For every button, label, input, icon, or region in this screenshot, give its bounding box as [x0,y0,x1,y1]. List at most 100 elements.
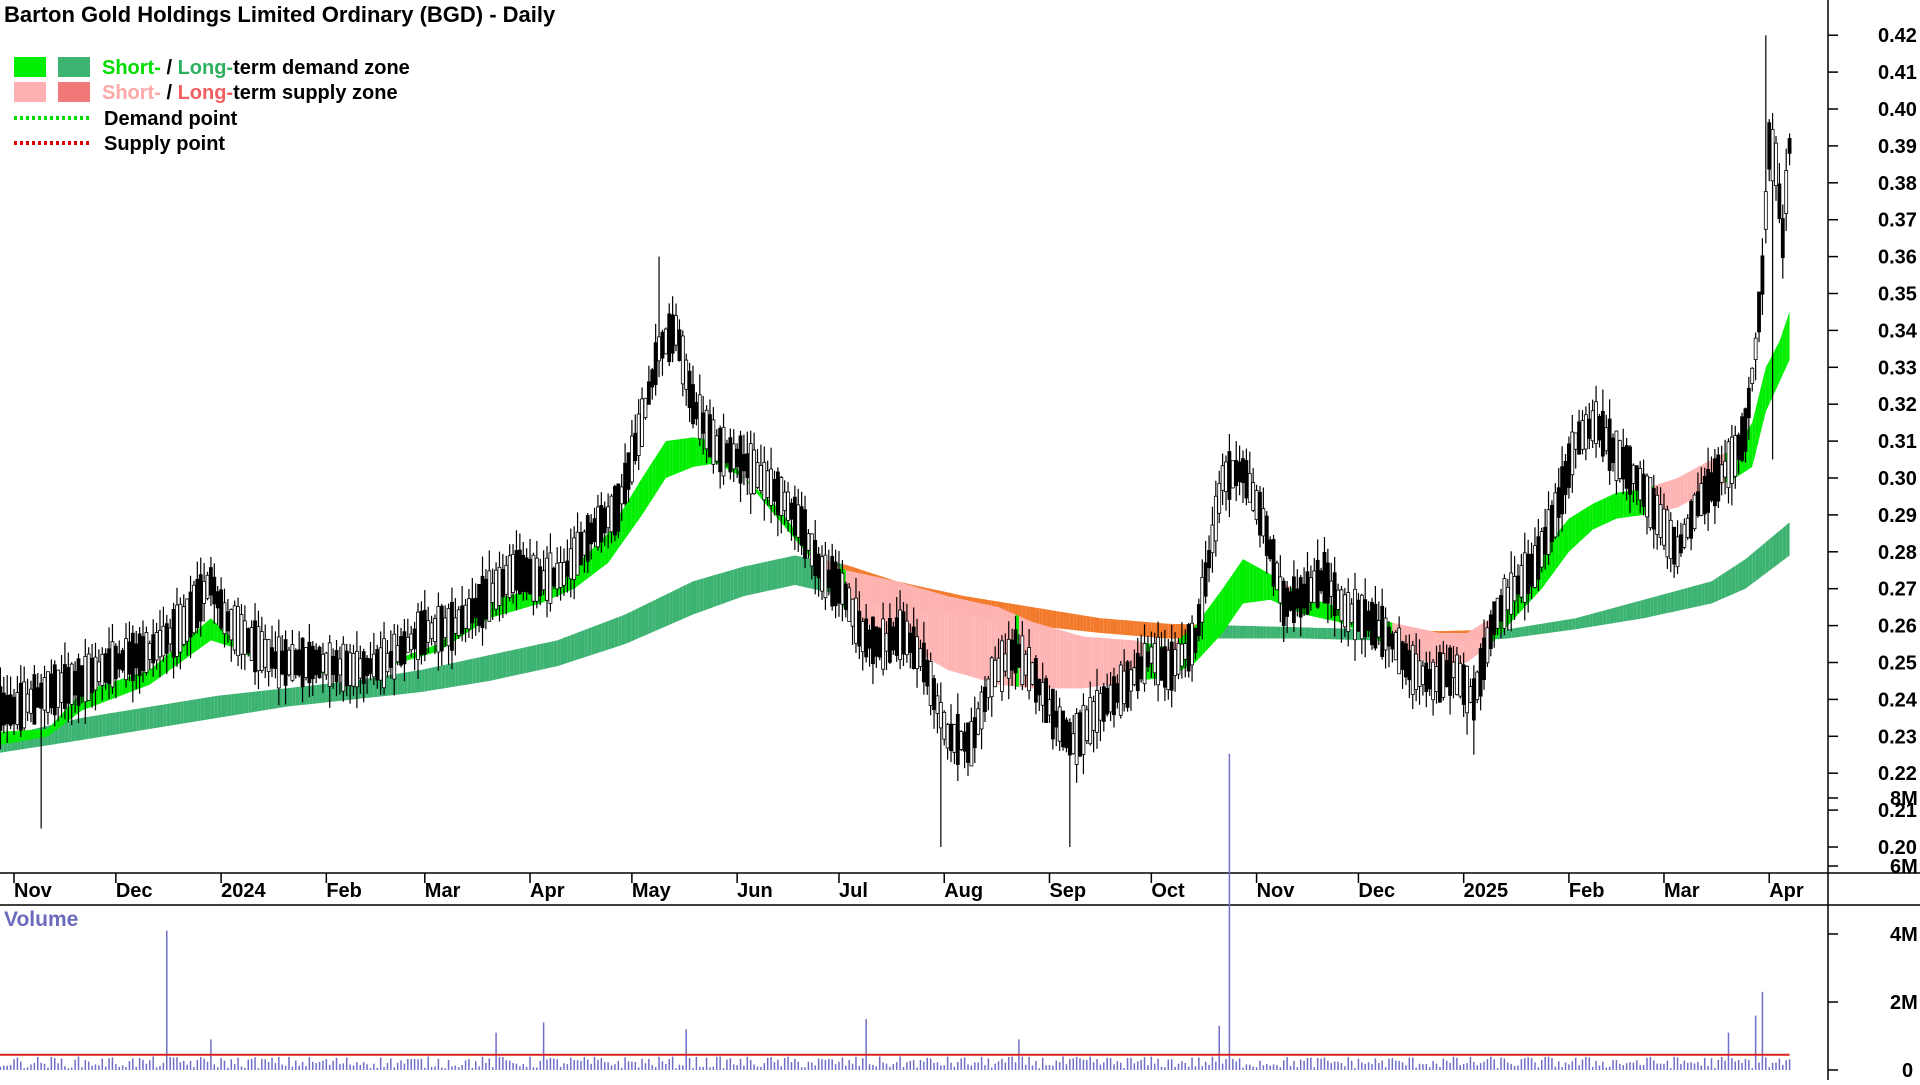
legend-swatch-short-supply [14,82,46,102]
price-bar-body [607,507,610,528]
long-term-zone-segment [1535,624,1538,635]
price-bar-body [379,648,382,680]
short-term-zone-segment [876,577,879,631]
price-bar-body [1649,478,1652,528]
price-bar-body [705,410,708,449]
price-bar-body [247,629,250,653]
price-bar-body [854,598,857,643]
legend-demand-short: Short- [102,57,161,79]
price-bar-body [484,579,487,618]
long-term-zone-segment [1572,618,1575,630]
short-term-zone-segment [119,679,122,697]
price-bar-body [1133,668,1136,685]
price-bar-body [57,670,60,707]
price-bar-body [1452,662,1455,677]
price-bar-body [1662,509,1665,545]
price-bar-body [1608,419,1611,471]
long-term-zone-segment [231,694,234,716]
long-term-zone-segment [411,671,414,693]
price-bar-body [1194,628,1197,652]
price-bar-body [471,599,474,623]
long-term-zone-segment [676,588,679,622]
short-term-zone-segment [1209,603,1212,648]
legend-swatch-short-demand [14,57,46,77]
price-bar-body [1387,627,1390,646]
long-term-zone-segment [798,556,801,586]
long-term-zone-segment [1596,612,1599,626]
price-bar-body [121,650,124,670]
long-term-zone-segment [1640,600,1643,619]
long-term-zone-segment [1046,609,1049,627]
long-term-zone-segment [686,583,689,618]
price-bar-body [827,570,830,588]
long-term-zone-segment [754,564,757,594]
short-term-zone-segment [31,730,34,740]
long-term-zone-segment [1114,619,1117,634]
price-bar-body [203,581,206,603]
long-term-zone-segment [221,695,224,717]
price-bar-body [1727,442,1730,488]
short-term-zone-segment [1087,637,1090,688]
long-term-zone-segment [520,648,523,675]
long-term-zone-segment [615,617,618,647]
price-bar-body [1048,700,1051,715]
price-bar-body [1622,447,1625,479]
legend-supply-long: Long- [178,82,234,104]
short-term-zone-segment [1596,501,1599,528]
long-term-zone-segment [571,634,574,662]
price-bar-body [383,639,386,688]
long-term-zone-segment [123,711,126,734]
price-bar-body [1102,687,1105,722]
price-bar-body [933,679,936,710]
price-bar-body [780,478,783,516]
price-bar-body [556,563,559,589]
price-bar-body [627,453,630,490]
date-tick-label: Nov [1257,880,1296,902]
price-bar-body [260,632,263,671]
price-bar-body [216,592,219,608]
long-term-zone-segment [116,712,119,735]
price-bar-body [315,650,318,675]
price-bar-body [1326,563,1329,603]
price-bar-body [1038,679,1041,695]
price-bar-body [675,316,678,345]
price-bar-body [1218,483,1221,513]
price-bar-body [525,558,528,592]
long-term-zone-segment [496,653,499,680]
short-term-zone-segment [24,730,27,740]
long-term-zone-segment [177,702,180,725]
price-bar-body [128,642,131,674]
short-term-zone-segment [1066,632,1069,689]
short-term-zone-segment [1321,602,1324,619]
short-term-zone-segment [1236,564,1239,613]
short-term-zone-segment [1569,516,1572,551]
short-term-zone-segment [1610,494,1613,521]
price-bar-body [1493,602,1496,635]
short-term-zone-segment [951,597,954,672]
price-bar-body [1489,615,1492,649]
long-term-zone-segment [554,640,557,667]
long-term-zone-segment [1582,615,1585,628]
long-term-zone-segment [228,694,231,716]
price-bar-body [946,725,949,748]
long-term-zone-segment [1318,628,1321,639]
date-tick-label: 2024 [221,880,266,902]
price-bar-body [1045,679,1048,723]
long-term-zone-segment [744,566,747,596]
price-bar-body [142,637,145,671]
price-bar-body [1584,415,1587,449]
price-bar-body [814,540,817,575]
long-term-zone-segment [425,668,428,691]
price-bar-body [1547,510,1550,555]
long-term-zone-segment [1097,618,1100,633]
price-bar-body [1612,438,1615,462]
price-bar-body [953,724,956,752]
price-bar-body [233,606,236,650]
price-bar-body [617,484,620,531]
price-bar-body [1435,667,1438,692]
price-bar-body [1642,474,1645,506]
short-term-zone-segment [1582,508,1585,539]
long-term-zone-segment [1603,610,1606,625]
price-bar-body [943,712,946,739]
